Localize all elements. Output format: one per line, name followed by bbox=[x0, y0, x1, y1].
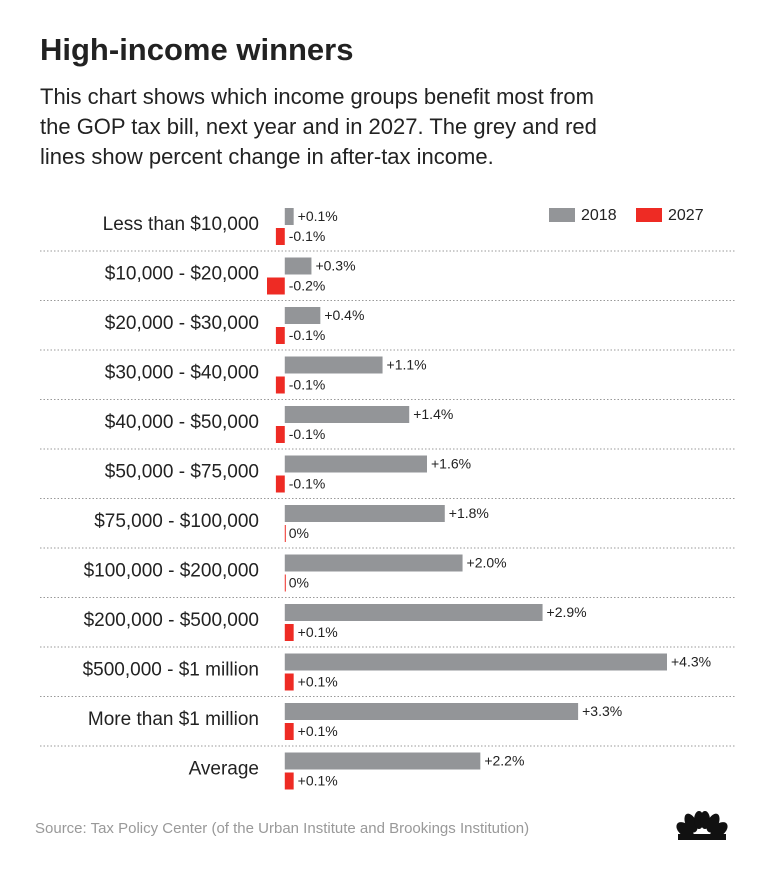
value-label: +1.4% bbox=[413, 406, 453, 422]
y-tick-label: $30,000 - $40,000 bbox=[105, 363, 259, 384]
y-tick-label: $10,000 - $20,000 bbox=[105, 264, 259, 285]
y-tick-label: $50,000 - $75,000 bbox=[105, 462, 259, 483]
chart-title: High-income winners bbox=[40, 32, 353, 67]
value-label: -0.2% bbox=[289, 278, 326, 294]
subtitle: lines show percent change in after-tax i… bbox=[40, 144, 494, 169]
value-label: +1.6% bbox=[431, 456, 471, 472]
bar bbox=[275, 327, 285, 344]
value-label: +0.1% bbox=[298, 773, 338, 789]
value-label: +0.1% bbox=[298, 208, 338, 224]
bar bbox=[284, 624, 294, 641]
y-tick-label: $200,000 - $500,000 bbox=[84, 610, 259, 631]
y-tick-label: $500,000 - $1 million bbox=[83, 660, 259, 681]
y-tick-label: $75,000 - $100,000 bbox=[94, 511, 259, 532]
bar bbox=[284, 208, 294, 225]
bar bbox=[284, 673, 294, 691]
value-label: +0.1% bbox=[298, 624, 338, 640]
value-label: 0% bbox=[289, 525, 309, 541]
value-label: -0.1% bbox=[289, 377, 326, 393]
value-label: +2.0% bbox=[467, 555, 507, 571]
bar bbox=[284, 406, 410, 423]
value-label: +1.1% bbox=[387, 357, 427, 373]
value-label: +2.2% bbox=[484, 753, 524, 769]
value-label: -0.1% bbox=[289, 327, 326, 343]
y-tick-label: $40,000 - $50,000 bbox=[105, 412, 259, 433]
value-label: +0.1% bbox=[298, 674, 338, 690]
source: Source: Tax Policy Center (of the Urban … bbox=[35, 820, 529, 837]
legend-label: 2027 bbox=[668, 207, 704, 224]
y-tick-label: $20,000 - $30,000 bbox=[105, 313, 259, 334]
value-label: 0% bbox=[289, 575, 309, 591]
bar bbox=[284, 703, 579, 720]
bar bbox=[284, 604, 543, 621]
bar bbox=[284, 723, 294, 740]
value-label: +3.3% bbox=[582, 703, 622, 719]
bar bbox=[275, 228, 285, 245]
value-label: +0.4% bbox=[324, 307, 364, 323]
bar bbox=[284, 554, 463, 572]
bar bbox=[284, 356, 383, 374]
nbc-logo bbox=[676, 811, 728, 840]
bar bbox=[284, 772, 294, 790]
bar bbox=[275, 426, 285, 443]
bar bbox=[284, 574, 286, 592]
bar bbox=[284, 752, 481, 770]
legend-label: 2018 bbox=[581, 207, 617, 224]
value-label: -0.1% bbox=[289, 476, 326, 492]
value-label: +2.9% bbox=[547, 604, 587, 620]
legend-swatch bbox=[549, 208, 575, 222]
y-tick-label: Average bbox=[189, 759, 259, 780]
bar bbox=[275, 475, 285, 493]
bar bbox=[275, 376, 285, 394]
bar bbox=[284, 653, 667, 671]
value-label: +1.8% bbox=[449, 505, 489, 521]
bar bbox=[284, 505, 445, 522]
bar bbox=[284, 525, 286, 542]
bar bbox=[284, 257, 312, 275]
value-label: -0.1% bbox=[289, 426, 326, 442]
bar bbox=[284, 455, 427, 473]
y-tick-label: Less than $10,000 bbox=[103, 214, 259, 235]
value-label: +0.1% bbox=[298, 723, 338, 739]
value-label: +4.3% bbox=[671, 654, 711, 670]
bar bbox=[284, 307, 321, 324]
subtitle: This chart shows which income groups ben… bbox=[40, 84, 594, 109]
bar bbox=[267, 277, 285, 295]
legend-swatch bbox=[636, 208, 662, 222]
y-tick-label: More than $1 million bbox=[88, 709, 259, 730]
value-label: -0.1% bbox=[289, 228, 326, 244]
y-tick-label: $100,000 - $200,000 bbox=[84, 561, 259, 582]
value-label: +0.3% bbox=[315, 258, 355, 274]
subtitle: the GOP tax bill, next year and in 2027.… bbox=[40, 114, 597, 139]
